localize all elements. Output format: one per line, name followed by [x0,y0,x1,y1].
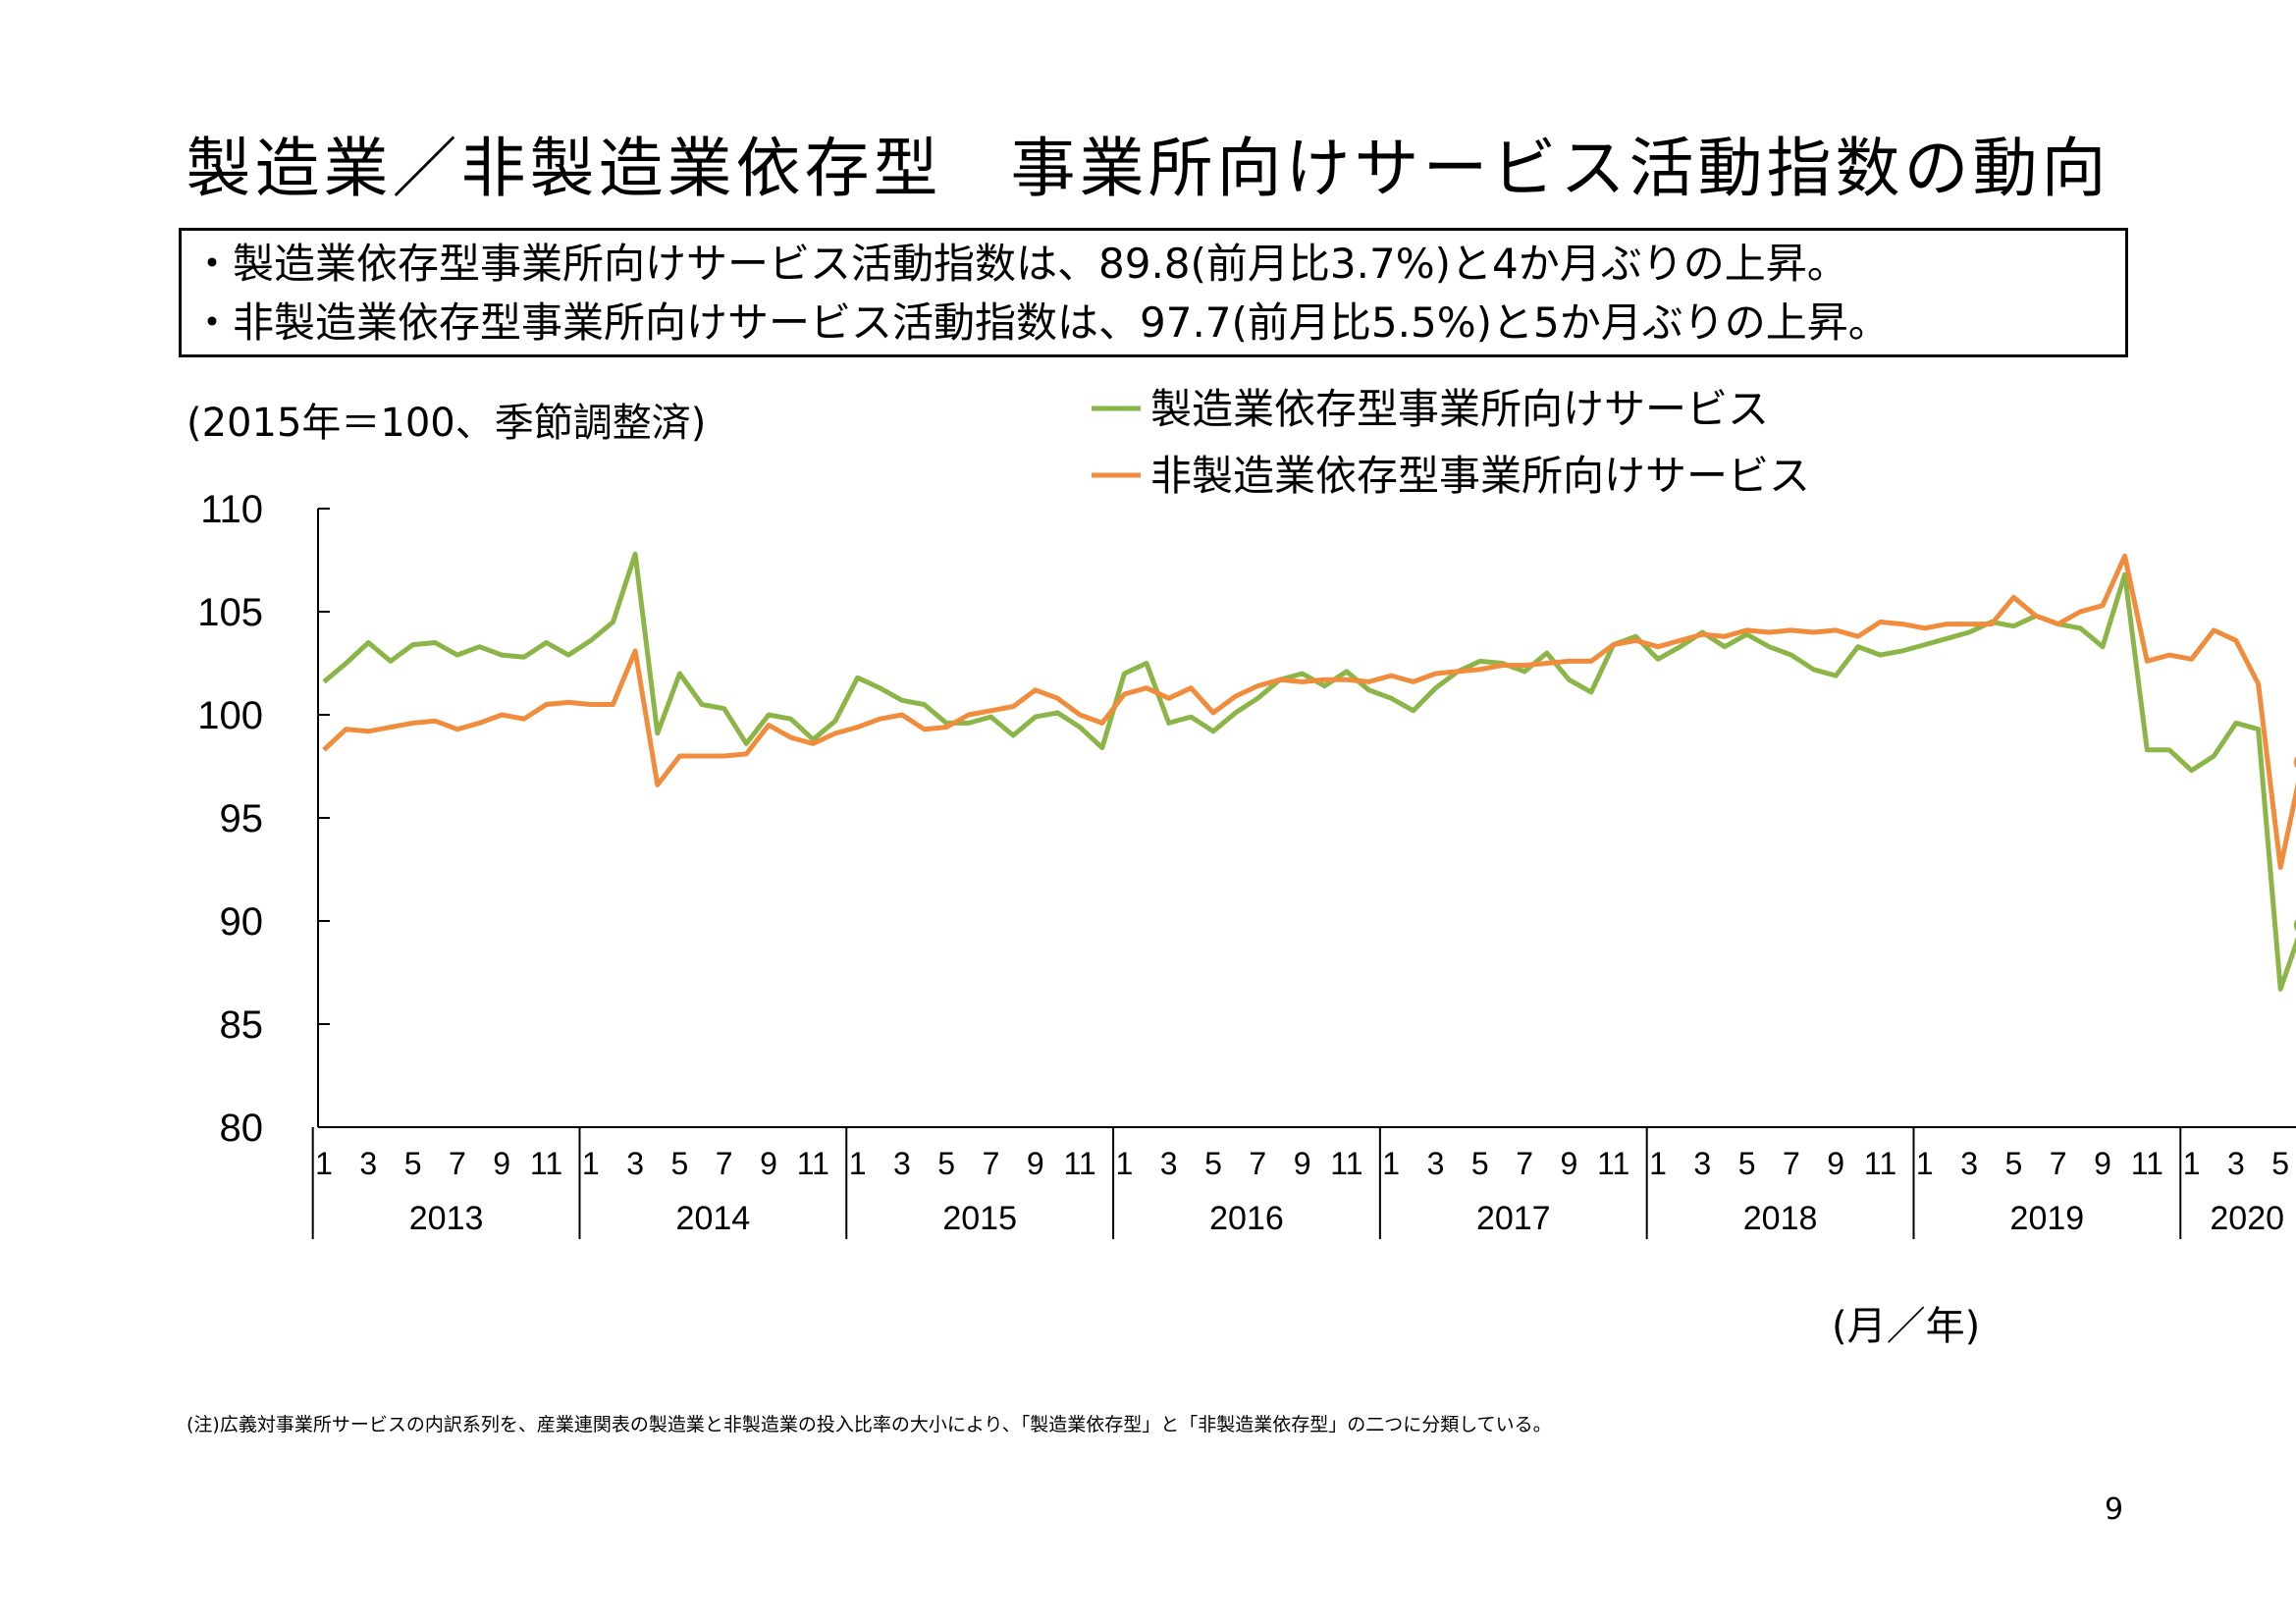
x-year-label: 2014 [676,1200,751,1237]
series-end-marker [2293,756,2296,769]
x-year-label: 2017 [1476,1200,1551,1237]
summary-line-non-manufacturing: ・非製造業依存型事業所向けサービス活動指数は、97.7(前月比5.5%)と5か月… [191,298,1890,347]
series-line-manufacturing [322,551,2296,992]
y-tick-label: 100 [197,694,263,737]
x-month-label: 5 [1471,1146,1489,1181]
x-month-label: 1 [849,1146,867,1181]
x-month-label: 7 [1783,1146,1800,1181]
legend-label: 製造業依存型事業所向けサービス [1150,386,1769,432]
x-month-label: 9 [1294,1146,1311,1181]
y-tick-label: 80 [220,1107,264,1150]
x-month-label: 1 [1649,1146,1667,1181]
x-month-label: 11 [1864,1146,1896,1181]
x-month-label: 1 [1916,1146,1934,1181]
x-year-label: 2016 [1209,1200,1284,1237]
legend-label: 非製造業依存型事業所向けサービス [1150,453,1810,499]
summary-line-manufacturing: ・製造業依存型事業所向けサービス活動指数は、89.8(前月比3.7%)と4か月ぶ… [191,240,1848,288]
x-month-label: 3 [359,1146,377,1181]
page-title: 製造業／非製造業依存型 事業所向けサービス活動指数の動向 [186,131,2110,206]
x-month-label: 7 [2050,1146,2067,1181]
x-month-label: 1 [1116,1146,1134,1181]
x-month-label: 9 [1827,1146,1844,1181]
x-month-label: 5 [937,1146,955,1181]
x-axis-unit-label: (月／年) [1832,1304,1981,1349]
x-month-label: 1 [582,1146,600,1181]
x-month-label: 1 [2183,1146,2201,1181]
unit-note: (2015年＝100、季節調整済) [187,401,707,446]
series-line-non-manufacturing [322,553,2296,870]
x-month-label: 7 [716,1146,733,1181]
y-tick-label: 85 [220,1003,264,1047]
x-year-label: 2013 [409,1200,484,1237]
x-month-label: 7 [1516,1146,1533,1181]
x-year-label: 2020 [2210,1200,2284,1237]
x-month-label: 11 [2131,1146,2163,1181]
x-month-label: 5 [2271,1146,2289,1181]
x-month-label: 3 [1693,1146,1711,1181]
x-month-label: 11 [797,1146,829,1181]
x-month-label: 5 [671,1146,689,1181]
x-month-label: 9 [1561,1146,1578,1181]
x-month-label: 3 [1960,1146,1978,1181]
x-month-label: 9 [760,1146,777,1181]
x-month-label: 5 [1738,1146,1756,1181]
x-month-label: 3 [1160,1146,1178,1181]
footnote: (注)広義対事業所サービスの内訳系列を、産業連関表の製造業と非製造業の投入比率の… [187,1414,1552,1435]
x-month-label: 3 [626,1146,644,1181]
summary-box: ・製造業依存型事業所向けサービス活動指数は、89.8(前月比3.7%)と4か月ぶ… [179,228,2128,357]
x-month-label: 7 [449,1146,466,1181]
y-tick-label: 95 [220,797,264,840]
x-month-label: 11 [1330,1146,1362,1181]
y-tick-label: 105 [197,591,263,634]
x-month-label: 9 [2094,1146,2111,1181]
x-month-label: 11 [1597,1146,1629,1181]
x-month-label: 5 [2005,1146,2023,1181]
x-month-label: 1 [1382,1146,1400,1181]
x-year-label: 2015 [942,1200,1017,1237]
y-tick-label: 90 [220,900,264,944]
x-month-label: 1 [315,1146,333,1181]
y-tick-label: 110 [200,488,263,531]
x-month-label: 11 [1063,1146,1095,1181]
x-month-label: 11 [530,1146,562,1181]
x-month-label: 5 [404,1146,422,1181]
x-month-label: 5 [1204,1146,1222,1181]
x-year-label: 2018 [1743,1200,1818,1237]
x-year-label: 2019 [2010,1200,2085,1237]
x-month-label: 7 [1249,1146,1266,1181]
x-month-label: 9 [493,1146,510,1181]
x-month-label: 3 [2227,1146,2245,1181]
x-month-label: 7 [983,1146,1000,1181]
series-end-marker [2293,919,2296,932]
page-number: 9 [2105,1492,2124,1527]
x-month-label: 9 [1027,1146,1044,1181]
x-month-label: 3 [1427,1146,1445,1181]
x-month-label: 3 [893,1146,911,1181]
